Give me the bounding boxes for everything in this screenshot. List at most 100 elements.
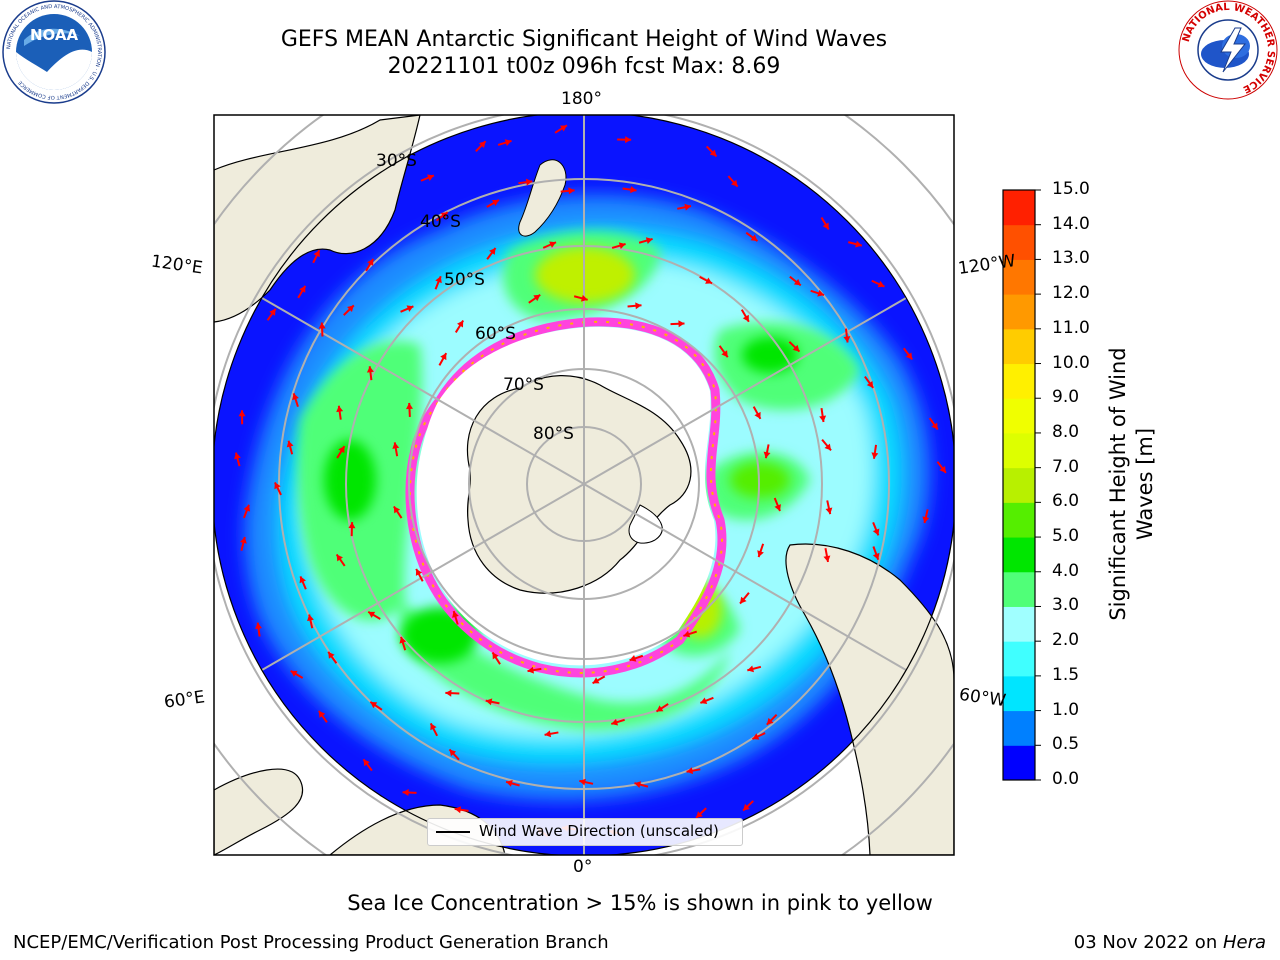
footer-credit: NCEP/EMC/Verification Post Processing Pr…	[13, 932, 609, 953]
wind-wave-arrowhead	[939, 465, 946, 473]
colorbar-title: Significant Height of Wind Waves [m]	[1105, 314, 1159, 654]
colorbar-swatch	[1003, 710, 1035, 746]
wind-wave-arrowhead	[399, 636, 407, 644]
wind-wave-arrowhead	[299, 285, 306, 293]
wind-wave-arrowhead	[255, 622, 262, 630]
australia-landmass	[214, 115, 421, 323]
nws-logo: NATIONAL WEATHER SERVICE	[1178, 0, 1278, 100]
colorbar-swatch	[1003, 537, 1035, 573]
colorbar-title-line2: Waves [m]	[1133, 427, 1157, 541]
colorbar-tick-label: 3.0	[1052, 595, 1080, 616]
colorbar-tick-label: 0.0	[1052, 769, 1080, 789]
colorbar-swatch	[1003, 432, 1035, 469]
colorbar-swatch	[1003, 259, 1035, 295]
wind-wave-arrowhead	[645, 237, 653, 244]
wind-wave-arrowhead	[430, 723, 437, 731]
wind-wave-arrowhead	[506, 780, 513, 787]
wind-wave-arrowhead	[435, 276, 442, 284]
colorbar	[1002, 189, 1041, 781]
wind-wave-arrowhead	[931, 422, 938, 430]
wind-wave-arrowhead	[823, 555, 831, 562]
wind-wave-arrowhead	[367, 258, 374, 266]
wind-wave-arrowhead	[625, 136, 632, 144]
wind-wave-arrowhead	[630, 186, 637, 194]
wind-wave-arrowhead	[427, 174, 434, 181]
wind-wave-arrowhead	[855, 240, 862, 248]
wind-wave-arrowhead	[485, 698, 493, 706]
chart-title-line2: 20221101 t00z 096h fcst Max: 8.69	[387, 54, 781, 79]
wind-wave-arrowhead	[299, 576, 306, 584]
wind-wave-arrowhead	[618, 242, 626, 250]
wind-wave-arrowhead	[290, 670, 298, 677]
new-zealand-landmass	[518, 159, 567, 237]
colorbar-tick-label: 1.0	[1052, 699, 1080, 720]
colorbar-swatch	[1003, 641, 1035, 677]
wind-wave-arrowhead	[817, 289, 825, 297]
colorbar-swatch	[1003, 571, 1035, 607]
wind-wave-arrowhead	[757, 550, 764, 558]
wind-wave-arrowhead	[731, 179, 738, 187]
wind-wave-arrowhead	[313, 250, 320, 258]
colorbar-swatch	[1003, 190, 1035, 226]
colorbar-tick-label: 9.0	[1052, 387, 1080, 408]
wind-wave-arrowhead	[239, 537, 247, 544]
wind-wave-arrowhead	[629, 655, 637, 662]
wind-wave-arrowhead	[696, 811, 703, 818]
wind-wave-arrowhead	[559, 125, 567, 132]
wind-wave-arrowhead	[740, 596, 747, 604]
colorbar-border	[1002, 189, 1036, 781]
wind-wave-arrowhead	[363, 759, 370, 767]
wind-wave-arrowhead	[792, 344, 800, 352]
colorbar-tick-label: 11.0	[1052, 317, 1090, 338]
wind-wave-arrowhead	[368, 611, 376, 618]
wind-wave-arrowhead	[336, 405, 344, 413]
wind-wave-arrowhead	[457, 320, 464, 328]
wind-wave-arrowhead	[922, 516, 930, 524]
wind-wave-arrowhead	[440, 353, 447, 361]
wind-wave-arrowhead	[721, 350, 728, 358]
latitude-label-30s: 30°S	[376, 151, 417, 171]
footer-date: 03 Nov 2022 on Hera	[1074, 932, 1266, 953]
wind-wave-arrowhead	[274, 482, 281, 490]
wind-wave-arrowhead	[700, 697, 708, 705]
map-legend: Wind Wave Direction (unscaled)	[427, 818, 743, 846]
wind-wave-arrowhead	[686, 767, 694, 775]
wind-wave-arrowhead	[825, 507, 833, 515]
meridian-label-0: 0°	[573, 857, 593, 877]
wind-wave-arrowhead	[525, 178, 533, 186]
wind-wave-arrowhead	[705, 277, 713, 284]
wind-wave-arrowhead	[292, 393, 299, 401]
wind-wave-arrowhead	[445, 689, 452, 697]
wind-wave-arrowhead	[742, 314, 749, 322]
colorbar-tick-label: 1.5	[1052, 664, 1080, 685]
wind-wave-arrowhead	[549, 241, 557, 248]
wind-wave-arrowhead	[754, 411, 761, 419]
wind-wave-arrowhead	[634, 781, 642, 789]
wind-wave-arrowhead	[504, 139, 512, 146]
noaa-logo: NATIONAL OCEANIC AND ATMOSPHERIC ADMINIS…	[2, 0, 106, 104]
wind-wave-arrowhead	[415, 568, 423, 576]
wind-wave-arrowhead	[793, 278, 801, 286]
colorbar-tick-label: 10.0	[1052, 352, 1090, 373]
colorbar-swatch	[1003, 224, 1035, 260]
latitude-label-40s: 40°S	[420, 212, 461, 232]
colorbar-tick-label: 8.0	[1052, 421, 1080, 442]
wind-wave-arrowhead	[370, 701, 378, 709]
wind-wave-arrowhead	[348, 522, 356, 529]
wind-wave-arrowhead	[527, 666, 534, 674]
wind-wave-arrowhead	[819, 415, 827, 422]
wind-wave-arrowhead	[872, 552, 880, 560]
wind-wave-arrowhead	[611, 718, 619, 726]
wind-wave-arrows	[234, 124, 947, 838]
wind-wave-arrowhead	[392, 442, 400, 449]
wind-wave-arrowhead	[905, 352, 913, 360]
wind-wave-arrowhead	[683, 630, 691, 638]
wind-wave-arrowhead	[656, 705, 664, 712]
wind-wave-arrowhead	[871, 452, 879, 459]
wind-wave-arrowhead	[684, 203, 691, 211]
map-frame-content	[214, 115, 954, 855]
footer-date-text: 03 Nov 2022 on	[1073, 932, 1223, 953]
wind-wave-arrowhead	[328, 651, 335, 659]
wind-wave-arrowhead	[366, 366, 374, 373]
